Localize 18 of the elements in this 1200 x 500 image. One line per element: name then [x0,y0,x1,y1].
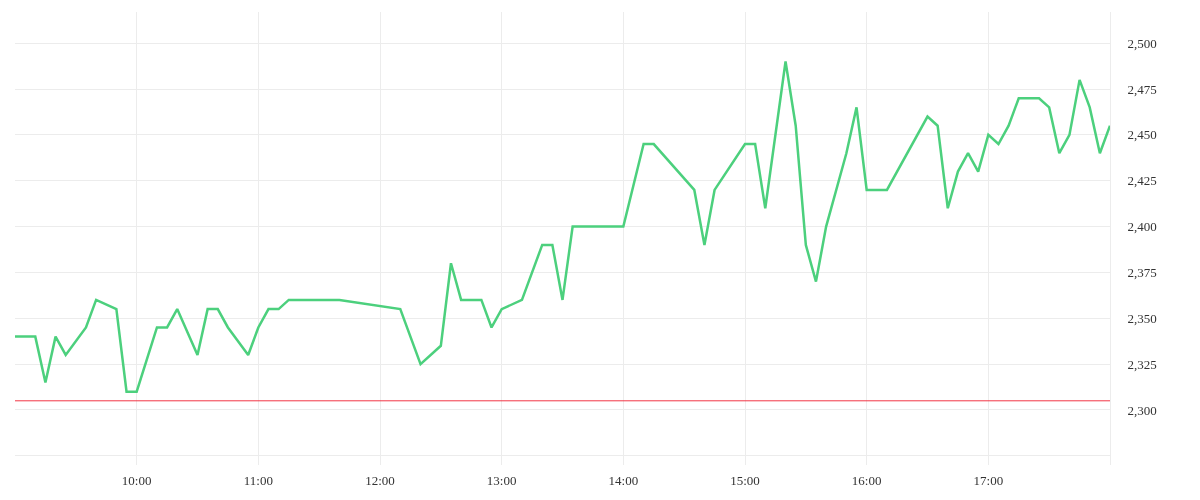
y-tick-label: 2,375 [1127,264,1157,280]
y-tick-label: 2,425 [1127,173,1157,189]
y-tick-label: 2,500 [1127,35,1157,51]
x-tick-label: 15:00 [730,473,760,488]
line-series [15,60,1110,393]
x-tick-label: 13:00 [486,473,517,488]
y-tick-label: 2,300 [1127,402,1157,418]
y-tick-label: 2,450 [1127,127,1157,143]
y-tick-label: 2,475 [1127,81,1157,97]
y-tick-label: 2,350 [1127,310,1157,326]
x-tick-label: 11:00 [243,473,273,488]
x-tick-label: 16:00 [851,473,882,488]
x-tick-label: 10:00 [121,473,152,488]
x-tick-label: 17:00 [973,473,1004,488]
y-tick-label: 2,400 [1127,219,1157,235]
y-tick-label: 2,325 [1127,356,1157,372]
x-tick-label: 12:00 [365,473,395,488]
x-tick-label: 14:00 [608,473,639,488]
